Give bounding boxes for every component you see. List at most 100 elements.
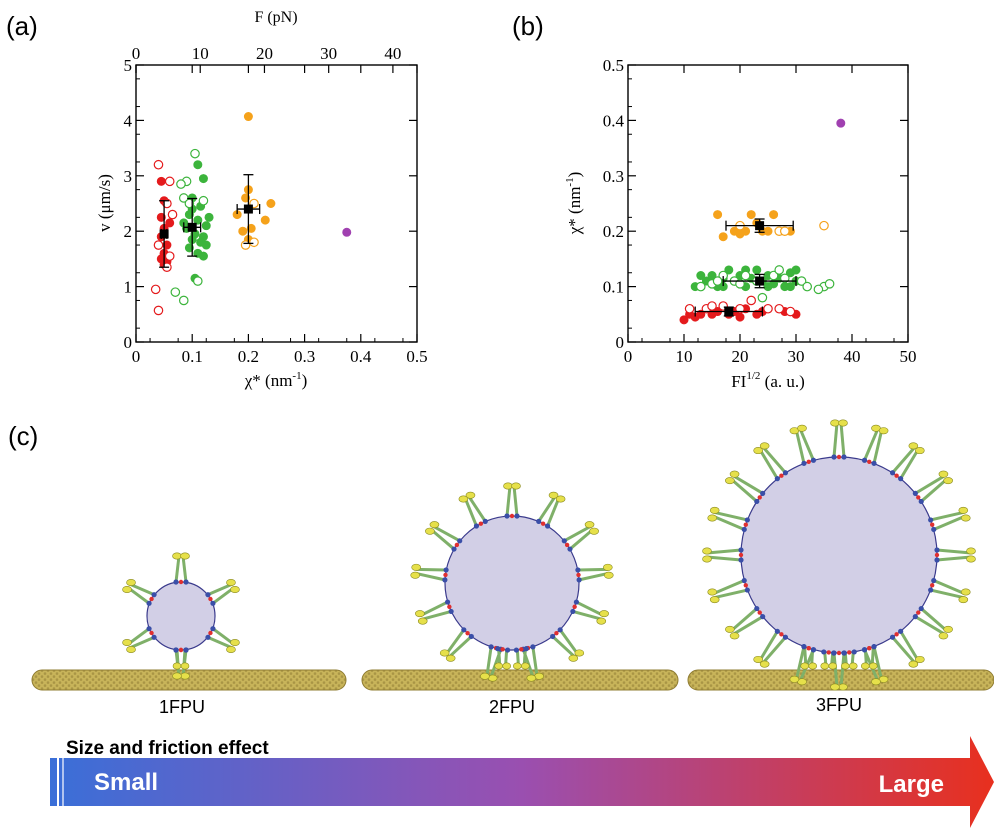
data-point-green bbox=[763, 282, 773, 292]
motor-head bbox=[725, 477, 735, 485]
anchor-red bbox=[930, 522, 935, 527]
motor-stalk bbox=[129, 582, 155, 597]
anchor-blue bbox=[744, 517, 750, 523]
motor-protein bbox=[551, 628, 585, 662]
anchor-blue bbox=[912, 490, 918, 496]
motor-stalk bbox=[207, 635, 233, 650]
motor-head bbox=[513, 662, 522, 670]
motor-head bbox=[230, 585, 240, 593]
motor-head bbox=[458, 495, 469, 503]
motor-head bbox=[180, 552, 190, 560]
data-point-red bbox=[746, 295, 756, 306]
anchor-red bbox=[500, 647, 505, 652]
motor-stalk bbox=[421, 609, 452, 621]
chart-a-top-xlabel: F (pN) bbox=[254, 9, 297, 26]
motor-head bbox=[417, 617, 428, 625]
anchor-blue bbox=[205, 592, 211, 598]
data-point-green bbox=[198, 195, 209, 206]
anchor-blue bbox=[851, 649, 857, 655]
x-tick-label: 0 bbox=[132, 347, 141, 366]
y-tick-label: 3 bbox=[124, 167, 133, 186]
x-tick-label: 0.2 bbox=[238, 347, 259, 366]
motor-protein bbox=[563, 521, 599, 551]
data-point-green bbox=[752, 265, 762, 275]
motor-stalk bbox=[920, 477, 948, 503]
motor-head bbox=[860, 662, 870, 670]
data-point-red bbox=[153, 305, 164, 316]
x-tick-label: 10 bbox=[676, 347, 693, 366]
data-point-red bbox=[156, 212, 166, 222]
anchor-red bbox=[916, 495, 921, 500]
motor-head bbox=[429, 521, 440, 529]
motor-stalk bbox=[850, 652, 855, 665]
anchor-blue bbox=[461, 627, 467, 633]
y-tick-label: 0.2 bbox=[603, 222, 624, 241]
anchor-blue bbox=[205, 634, 211, 640]
data-point-green bbox=[170, 287, 181, 297]
anchor-red bbox=[454, 542, 460, 548]
motor-stalk bbox=[551, 635, 576, 659]
anchor-red bbox=[149, 630, 154, 636]
top-x-tick-label: 20 bbox=[256, 44, 273, 63]
data-point-purple bbox=[342, 227, 352, 237]
motor-head bbox=[729, 632, 740, 640]
motor-head bbox=[871, 678, 881, 686]
anchor-blue bbox=[557, 627, 563, 633]
y-tick-label: 0 bbox=[616, 333, 625, 352]
anchor-red bbox=[806, 646, 811, 651]
data-point-orange bbox=[779, 226, 790, 236]
data-point-green bbox=[735, 279, 745, 289]
anchor-red bbox=[738, 552, 744, 558]
label-2fpu: 2FPU bbox=[489, 697, 535, 717]
motor-head bbox=[759, 660, 770, 668]
motor-protein bbox=[753, 442, 787, 480]
anchor-blue bbox=[536, 518, 542, 524]
motor-head bbox=[702, 555, 712, 563]
motor-head bbox=[830, 419, 840, 427]
data-point-green bbox=[193, 215, 203, 225]
mean-marker bbox=[755, 276, 765, 286]
anchor-red bbox=[743, 583, 748, 588]
motor-head bbox=[820, 662, 830, 670]
data-point-red bbox=[679, 315, 689, 325]
data-point-green bbox=[724, 265, 734, 275]
data-point-green bbox=[768, 270, 779, 281]
motor-stalk bbox=[914, 615, 946, 636]
motor-stalk bbox=[181, 555, 188, 583]
anchor-blue bbox=[841, 454, 847, 460]
panel-label-c: (c) bbox=[8, 421, 38, 451]
data-point-red bbox=[164, 251, 175, 261]
motor-head bbox=[729, 470, 740, 478]
y-tick-label: 5 bbox=[124, 56, 133, 75]
motor-stalk bbox=[899, 630, 920, 662]
chart-a-xlabel: χ* (nm-1) bbox=[244, 370, 308, 390]
anchor-red bbox=[208, 596, 213, 602]
motor-protein bbox=[725, 607, 764, 640]
anchor-blue bbox=[544, 523, 551, 529]
panel-label-a: (a) bbox=[6, 11, 38, 41]
data-point-green bbox=[712, 276, 723, 286]
anchor-blue bbox=[821, 649, 827, 655]
anchor-blue bbox=[505, 647, 511, 653]
anchor-blue bbox=[898, 628, 904, 634]
anchor-blue bbox=[151, 592, 157, 598]
motor-stalk bbox=[485, 646, 493, 677]
anchor-blue bbox=[801, 460, 807, 466]
motor-stalk bbox=[512, 485, 519, 517]
motor-stalk bbox=[930, 510, 965, 522]
top-x-tick-label: 30 bbox=[320, 44, 337, 63]
motor-head bbox=[425, 527, 435, 535]
anchor-blue bbox=[861, 457, 868, 463]
motor-head bbox=[808, 662, 818, 670]
motor-stalk bbox=[712, 514, 745, 531]
motor-stalk bbox=[522, 649, 527, 665]
data-point-green bbox=[176, 179, 186, 189]
data-point-red bbox=[162, 198, 172, 209]
motor-protein bbox=[725, 470, 764, 503]
data-point-green bbox=[785, 282, 795, 292]
motor-protein bbox=[914, 470, 953, 503]
motor-head bbox=[938, 632, 949, 640]
motor-head bbox=[122, 585, 132, 593]
bound-motor bbox=[494, 649, 511, 670]
x-tick-label: 50 bbox=[900, 347, 917, 366]
